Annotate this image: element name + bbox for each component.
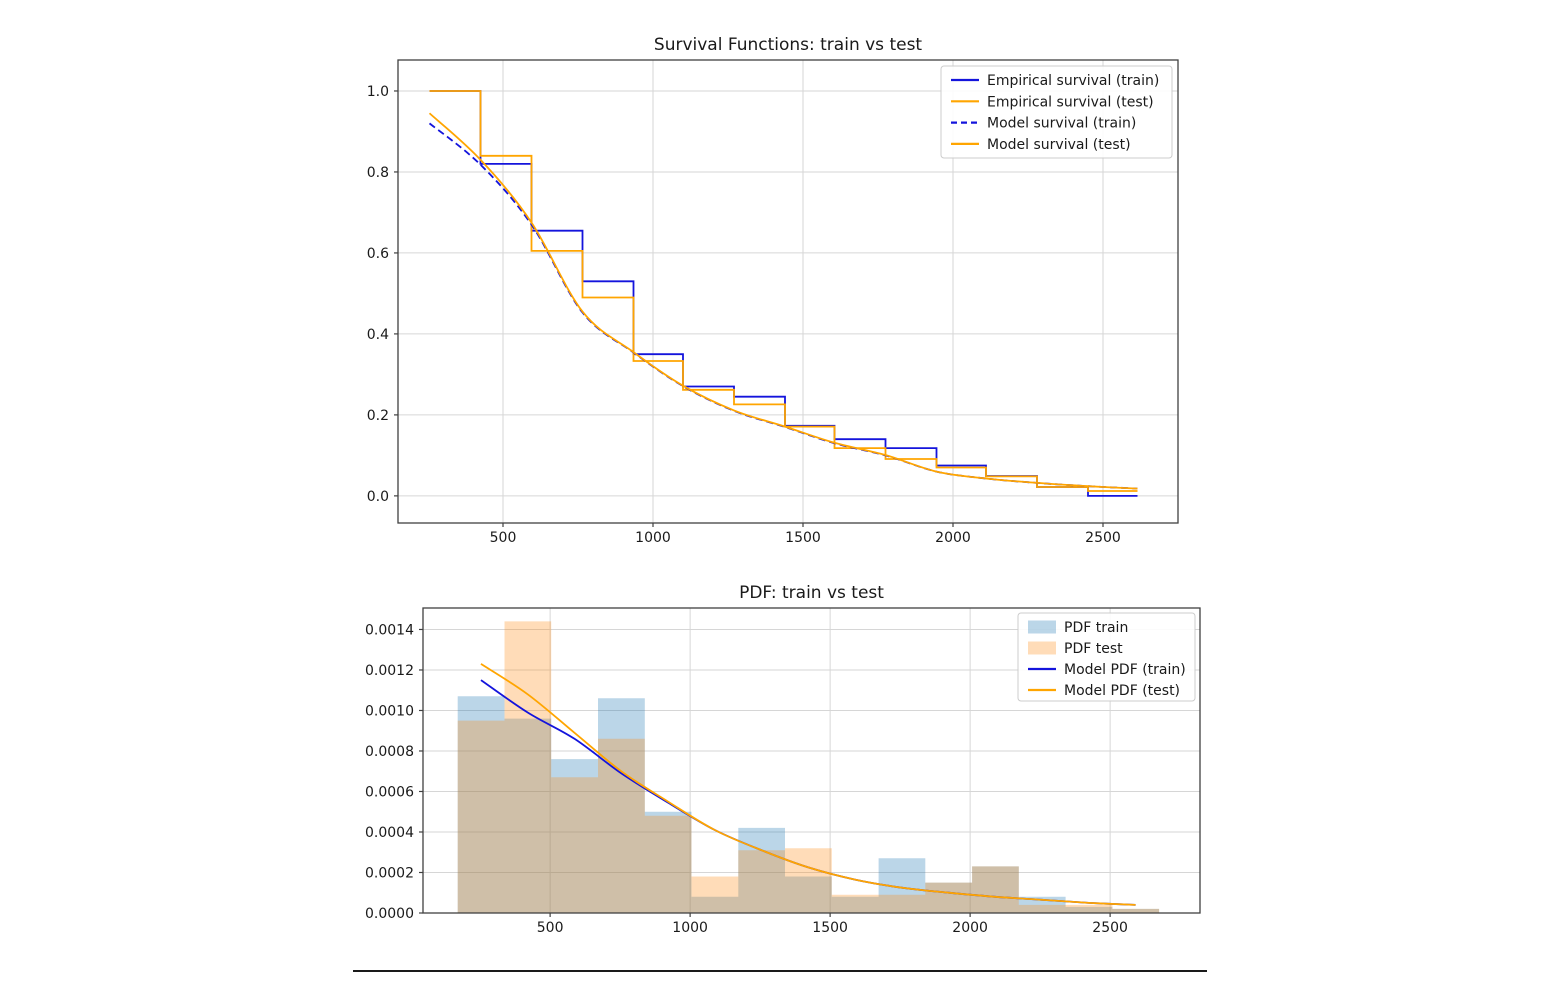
y-tick-label: 0.0002 <box>365 865 414 881</box>
legend-entry: Model survival (train) <box>951 116 1136 132</box>
y-tick-label: 0.8 <box>367 165 389 181</box>
legend-entry: Model survival (test) <box>951 137 1131 153</box>
legend-entry: Empirical survival (train) <box>951 73 1159 89</box>
legend-label: Model PDF (train) <box>1064 662 1186 678</box>
series-model-survival-test <box>428 112 1138 490</box>
y-tick-label: 0.0010 <box>365 703 414 719</box>
legend-label: PDF test <box>1064 641 1123 657</box>
legend: PDF train PDF test Model PDF (train) Model … <box>1017 612 1196 702</box>
legend-label: Model survival (train) <box>987 116 1136 132</box>
axes: 500 1000 1500 2000 2500 0.0000 0.0002 0.0004 0.0… <box>365 622 1128 936</box>
plot-border <box>422 607 1201 914</box>
legend-entry: Model PDF (train) <box>1028 662 1186 678</box>
x-tick-label: 2000 <box>952 920 988 936</box>
pdf-train-histogram <box>457 696 1160 913</box>
survival-chart: 500 1000 1500 2000 2500 0.0 0.2 0.4 0.6 0.8 1.0 Sur… <box>367 35 1179 546</box>
legend-swatch-pdf-train <box>1028 620 1056 634</box>
x-tick-label: 1000 <box>635 530 671 546</box>
chart-title: PDF: train vs test <box>739 583 884 603</box>
plot-border <box>397 59 1179 524</box>
y-tick-label: 0.0000 <box>365 906 414 922</box>
y-tick-label: 0.6 <box>367 246 389 262</box>
x-tick-label: 2500 <box>1085 530 1121 546</box>
x-tick-label: 1500 <box>785 530 821 546</box>
axes: 500 1000 1500 2000 2500 0.0 0.2 0.4 0.6 0.8 1.0 <box>367 84 1121 546</box>
y-tick-label: 1.0 <box>367 84 389 100</box>
x-tick-label: 2500 <box>1092 920 1128 936</box>
legend-label: Model survival (test) <box>987 137 1131 153</box>
x-tick-label: 500 <box>537 920 564 936</box>
legend-label: PDF train <box>1064 620 1128 636</box>
legend-entry: Model PDF (test) <box>1028 683 1180 699</box>
x-tick-label: 1000 <box>672 920 708 936</box>
y-tick-label: 0.4 <box>367 327 389 343</box>
legend-frame <box>940 65 1173 159</box>
legend-frame <box>1017 612 1196 702</box>
legend-entry: Empirical survival (test) <box>951 94 1154 110</box>
y-tick-label: 0.0012 <box>365 663 414 679</box>
y-tick-label: 0.0004 <box>365 825 414 841</box>
series-empirical-survival-test <box>429 90 1138 492</box>
legend-swatch-pdf-test <box>1028 641 1056 655</box>
series-model-survival-train <box>428 122 1138 490</box>
x-tick-label: 500 <box>490 530 517 546</box>
y-tick-label: 0.0008 <box>365 744 414 760</box>
y-tick-label: 0.2 <box>367 408 389 424</box>
legend-entry: PDF train <box>1028 620 1128 636</box>
legend: Empirical survival (train) Empirical surv… <box>940 65 1173 159</box>
chart-title: Survival Functions: train vs test <box>654 35 923 55</box>
grid <box>398 60 1178 523</box>
pdf-test-histogram <box>457 621 1160 913</box>
x-tick-label: 1500 <box>812 920 848 936</box>
legend-label: Empirical survival (train) <box>987 73 1159 89</box>
y-tick-label: 0.0 <box>367 489 389 505</box>
x-tick-label: 2000 <box>935 530 971 546</box>
legend-entry: PDF test <box>1028 641 1123 657</box>
y-tick-label: 0.0014 <box>365 622 414 638</box>
legend-label: Model PDF (test) <box>1064 683 1180 699</box>
pdf-chart: 500 1000 1500 2000 2500 0.0000 0.0002 0.0004 0.0… <box>365 583 1201 936</box>
series-model-pdf-test <box>480 663 1136 906</box>
y-tick-label: 0.0006 <box>365 784 414 800</box>
legend-label: Empirical survival (test) <box>987 94 1154 110</box>
